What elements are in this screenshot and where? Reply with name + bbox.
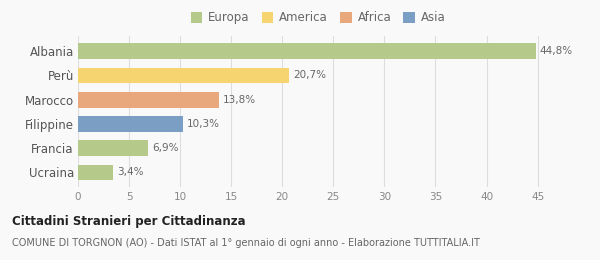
Text: COMUNE DI TORGNON (AO) - Dati ISTAT al 1° gennaio di ogni anno - Elaborazione TU: COMUNE DI TORGNON (AO) - Dati ISTAT al 1… bbox=[12, 238, 480, 248]
Text: 10,3%: 10,3% bbox=[187, 119, 220, 129]
Text: 3,4%: 3,4% bbox=[117, 167, 143, 178]
Text: Cittadini Stranieri per Cittadinanza: Cittadini Stranieri per Cittadinanza bbox=[12, 214, 245, 228]
Bar bbox=[78, 140, 148, 156]
Legend: Europa, America, Africa, Asia: Europa, America, Africa, Asia bbox=[188, 9, 448, 27]
Bar bbox=[78, 116, 183, 132]
Text: 20,7%: 20,7% bbox=[293, 70, 326, 80]
Text: 13,8%: 13,8% bbox=[223, 95, 256, 105]
Bar bbox=[78, 43, 536, 59]
Bar bbox=[78, 165, 113, 180]
Text: 44,8%: 44,8% bbox=[539, 46, 573, 56]
Bar bbox=[78, 68, 289, 83]
Bar bbox=[78, 92, 219, 108]
Text: 6,9%: 6,9% bbox=[152, 143, 179, 153]
